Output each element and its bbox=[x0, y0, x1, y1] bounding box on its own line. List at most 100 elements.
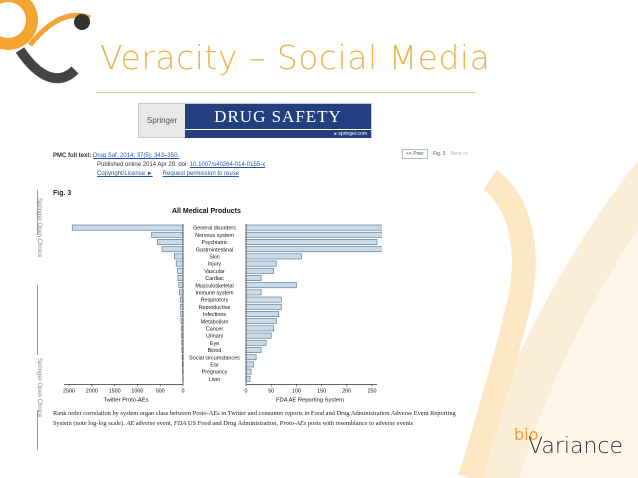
fda-bar bbox=[245, 246, 382, 253]
x-tick-label: 0 bbox=[245, 388, 248, 394]
side-divider bbox=[37, 285, 38, 355]
category-label: General disorders bbox=[193, 226, 236, 232]
category-label: Musculoskeletal bbox=[195, 283, 233, 289]
twitter-bar bbox=[177, 275, 184, 281]
category-label: Cancer bbox=[206, 327, 224, 333]
fda-bar bbox=[245, 260, 277, 267]
figure-label: Fig. 3 bbox=[53, 190, 72, 197]
x-axis-label-left: Twitter Proto-AEs bbox=[103, 397, 148, 403]
published-text: Published online 2014 Apr 29. doi: bbox=[97, 162, 189, 168]
category-label: Skin bbox=[209, 255, 220, 261]
twitter-bar bbox=[175, 260, 184, 267]
logo-variance-text: Variance bbox=[528, 434, 624, 459]
fda-bar bbox=[245, 332, 272, 339]
fda-bar bbox=[245, 282, 297, 289]
permission-link[interactable]: Request permission to reuse bbox=[162, 171, 240, 177]
slide-title: Veracity – Social Media bbox=[100, 38, 491, 77]
category-label: Cardiac bbox=[205, 276, 224, 282]
caption-text: US Food and Drug Administration, bbox=[186, 420, 280, 427]
fda-bar bbox=[245, 296, 282, 303]
caption-term: FDA bbox=[173, 420, 187, 427]
caption-text: adverse event, bbox=[134, 420, 174, 427]
doi-link[interactable]: 10.1007/s40264-014-0155-x bbox=[189, 162, 266, 168]
category-label: Ear bbox=[210, 363, 219, 369]
x-tick-label: 2000 bbox=[86, 388, 98, 394]
side-label-bottom: Springer Open Choice bbox=[36, 358, 42, 418]
logo-icon bbox=[0, 0, 91, 84]
prev-button[interactable]: << Prev bbox=[402, 149, 428, 159]
caption-term: AE bbox=[126, 420, 135, 427]
figure-caption: Rank order correlation by system organ c… bbox=[53, 409, 473, 429]
fda-bar bbox=[245, 325, 275, 332]
twitter-bar bbox=[177, 267, 184, 274]
caption-text: Rank order correlation by system organ c… bbox=[53, 410, 456, 427]
side-divider bbox=[37, 410, 38, 450]
category-label: Liver bbox=[209, 377, 221, 383]
category-label: Social circumstances bbox=[189, 355, 240, 361]
title-divider bbox=[96, 92, 476, 93]
publisher-url: ▸ springer.com bbox=[185, 129, 371, 138]
fda-bar bbox=[245, 239, 378, 245]
caption-term: Proto-AEs bbox=[279, 420, 307, 427]
category-label: Respiratory bbox=[201, 298, 229, 304]
category-label: Gastrointestinal bbox=[196, 247, 233, 253]
category-label: Psychiatric bbox=[201, 240, 227, 246]
category-label: Infections bbox=[203, 312, 226, 318]
journal-name: Drug Safety bbox=[185, 104, 371, 129]
x-tick-label: 1500 bbox=[109, 388, 121, 394]
fda-bar bbox=[245, 318, 277, 325]
figure-pager: << Prev Fig. 3 Next >> bbox=[402, 149, 469, 159]
twitter-bar bbox=[179, 296, 184, 303]
twitter-bar bbox=[180, 303, 184, 310]
fda-bar bbox=[245, 339, 267, 346]
fda-bar bbox=[245, 303, 282, 310]
x-tick-label: 500 bbox=[156, 388, 165, 394]
next-button[interactable]: Next >> bbox=[450, 151, 469, 157]
fda-bar bbox=[245, 275, 262, 281]
pmc-label: PMC full text: bbox=[53, 153, 92, 159]
x-tick-label: 200 bbox=[342, 388, 351, 394]
category-label: Immune system bbox=[195, 291, 234, 297]
twitter-bar bbox=[157, 239, 184, 245]
fda-bar bbox=[245, 224, 382, 231]
current-figure: Fig. 3 bbox=[432, 151, 446, 157]
fda-bar bbox=[245, 253, 302, 260]
category-label: Vascular bbox=[204, 269, 225, 275]
fda-bar bbox=[245, 289, 262, 296]
twitter-bar bbox=[179, 289, 184, 296]
publisher-logo: Springer bbox=[139, 104, 185, 137]
category-label: Injury bbox=[208, 262, 221, 268]
x-tick-label: 0 bbox=[182, 388, 185, 394]
fda-bar bbox=[245, 361, 254, 368]
side-divider bbox=[37, 190, 38, 235]
category-label: Reproductive bbox=[199, 305, 231, 311]
category-label: Blood bbox=[208, 348, 222, 354]
fda-bar bbox=[245, 375, 251, 382]
twitter-bar bbox=[178, 282, 184, 289]
x-tick-label: 100 bbox=[292, 388, 301, 394]
category-label: Eye bbox=[210, 341, 219, 347]
caption-text: posts with resemblance to adverse events bbox=[306, 420, 414, 427]
fda-bar bbox=[245, 311, 280, 317]
category-label: Urinary bbox=[206, 334, 224, 340]
x-tick-label: 150 bbox=[317, 388, 326, 394]
category-label: Metabolism bbox=[201, 319, 229, 325]
x-tick-label: 250 bbox=[368, 388, 377, 394]
citation-link[interactable]: Drug Saf. 2014; 37(5): 343–350. bbox=[93, 153, 180, 159]
fda-bar bbox=[245, 354, 257, 361]
x-tick-label: 50 bbox=[268, 388, 274, 394]
x-tick-label: 1000 bbox=[131, 388, 143, 394]
x-axis-label-right: FDA AE Reporting System bbox=[276, 397, 344, 403]
fda-bar bbox=[245, 347, 262, 353]
logo-bio-text: bio bbox=[514, 425, 539, 444]
fda-bar bbox=[245, 267, 275, 274]
journal-banner: Springer Drug Safety ▸ springer.com bbox=[138, 103, 372, 138]
category-label: Pregnancy bbox=[202, 370, 228, 376]
x-tick-label: 2500 bbox=[63, 388, 75, 394]
copyright-link[interactable]: Copyright/License ► bbox=[97, 171, 153, 177]
category-label: Nervous system bbox=[195, 233, 234, 239]
twitter-bar bbox=[161, 246, 184, 253]
